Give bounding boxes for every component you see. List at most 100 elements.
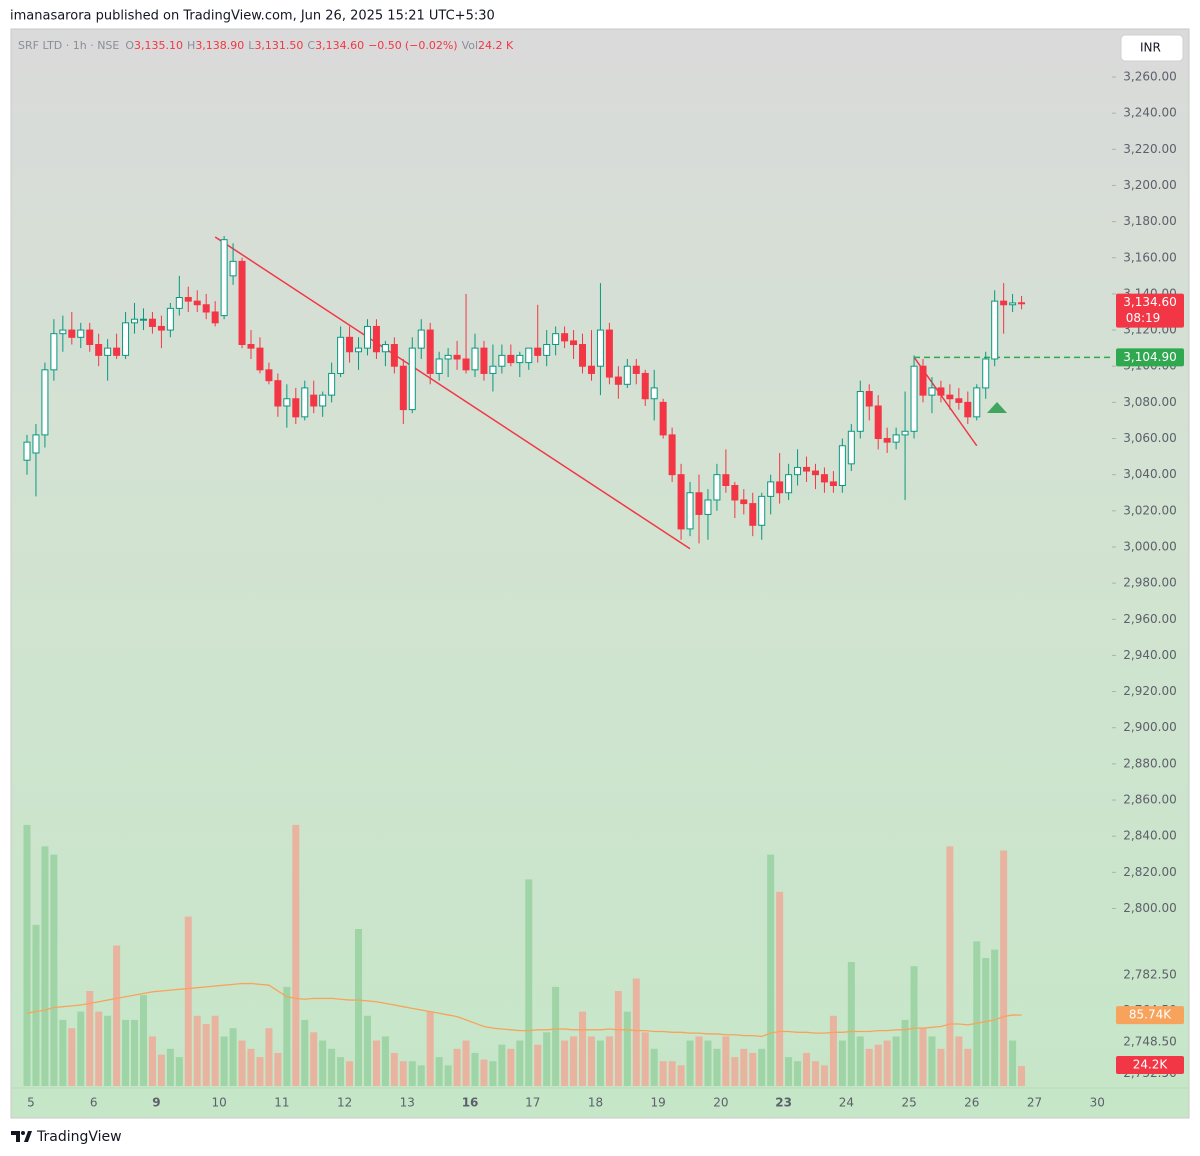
volume-bar bbox=[1009, 1040, 1017, 1086]
y2-tick-label: 2,748.50 bbox=[1123, 1034, 1176, 1048]
candle-body bbox=[346, 336, 354, 353]
candle-body bbox=[982, 358, 990, 389]
candle-body bbox=[59, 329, 67, 335]
volume-bar bbox=[122, 1019, 130, 1086]
candle-body bbox=[883, 438, 891, 443]
volume-bar bbox=[453, 1048, 461, 1086]
volume-bar bbox=[148, 1036, 156, 1086]
candle-body bbox=[543, 344, 551, 356]
y-tick-label: 3,040.00 bbox=[1123, 467, 1176, 481]
volume-bars bbox=[23, 824, 1026, 1086]
footer: TradingView bbox=[36, 1129, 122, 1145]
volume-bar bbox=[292, 824, 300, 1086]
volume-bar bbox=[23, 824, 31, 1086]
y-tick-label: 3,080.00 bbox=[1123, 395, 1176, 409]
volume-bar bbox=[776, 891, 784, 1086]
volume-bar bbox=[856, 1036, 864, 1086]
volume-bar bbox=[426, 1011, 434, 1086]
y2-tick-label: 2,782.50 bbox=[1123, 967, 1176, 981]
x-tick-label: 11 bbox=[274, 1096, 289, 1110]
volume-bar bbox=[247, 1048, 255, 1086]
candle-body bbox=[247, 344, 255, 349]
candle-body bbox=[910, 365, 918, 432]
volume-bar bbox=[184, 916, 192, 1086]
volume-bar bbox=[552, 986, 560, 1086]
candle-body bbox=[1018, 302, 1026, 305]
candle-body bbox=[596, 329, 604, 367]
candle-body bbox=[148, 318, 156, 327]
volume-bar bbox=[444, 1065, 452, 1086]
legend-key: C bbox=[307, 39, 315, 52]
volume-bar bbox=[77, 1011, 85, 1086]
volume-bar bbox=[238, 1040, 246, 1086]
candle-body bbox=[50, 333, 58, 371]
volume-bar bbox=[337, 1057, 345, 1086]
candle-body bbox=[820, 474, 828, 483]
volume-bar bbox=[892, 1036, 900, 1086]
volume-bar bbox=[623, 1011, 631, 1086]
candle-body bbox=[659, 401, 667, 436]
legend-change: −0.50 bbox=[368, 39, 402, 52]
y-tick-label: 3,200.00 bbox=[1123, 178, 1176, 192]
candle-body bbox=[229, 260, 237, 277]
candle-body bbox=[605, 329, 613, 378]
y-tick-label: 2,860.00 bbox=[1123, 793, 1176, 807]
volume-bar bbox=[471, 1052, 479, 1086]
arrow-icon bbox=[987, 402, 1007, 413]
candle-body bbox=[113, 347, 121, 356]
currency[interactable]: INR bbox=[1140, 41, 1161, 55]
candle-body bbox=[587, 365, 595, 374]
candle-body bbox=[713, 474, 721, 501]
candle-body bbox=[758, 495, 766, 526]
candle-body bbox=[901, 430, 909, 436]
candle-body bbox=[292, 398, 300, 418]
x-tick-label: 10 bbox=[212, 1096, 227, 1110]
candle-body bbox=[525, 347, 533, 364]
candle-body bbox=[23, 441, 31, 461]
y-tick-label: 3,060.00 bbox=[1123, 431, 1176, 445]
volume-bar bbox=[650, 1048, 658, 1086]
x-tick-label: 20 bbox=[713, 1096, 728, 1110]
candle-body bbox=[399, 365, 407, 411]
volume-bar bbox=[883, 1040, 891, 1086]
candle-body bbox=[390, 344, 398, 367]
candle-body bbox=[964, 401, 972, 418]
alert-price: 3,104.90 bbox=[1123, 350, 1176, 364]
volume-bar bbox=[632, 978, 640, 1086]
volume-bar bbox=[901, 1019, 909, 1086]
y-tick-label: 2,940.00 bbox=[1123, 648, 1176, 662]
volume-value-box bbox=[1116, 1056, 1184, 1075]
candle-body bbox=[220, 239, 228, 317]
currency-box[interactable] bbox=[1120, 34, 1184, 62]
y-tick-label: 2,900.00 bbox=[1123, 720, 1176, 734]
candle-body bbox=[695, 492, 703, 515]
ma-value: 85.74K bbox=[1129, 1008, 1172, 1022]
volume-bar bbox=[32, 924, 40, 1086]
volume-bar bbox=[166, 1048, 174, 1086]
candle-body bbox=[435, 358, 443, 374]
volume-bar bbox=[740, 1048, 748, 1086]
volume-bar bbox=[865, 1048, 873, 1086]
legend-volume-value: 24.2 K bbox=[478, 39, 514, 52]
y-tick-label: 2,800.00 bbox=[1123, 901, 1176, 915]
volume-bar bbox=[59, 1019, 67, 1086]
candle-body bbox=[767, 481, 775, 497]
y-tick-label: 3,020.00 bbox=[1123, 503, 1176, 517]
candle-body bbox=[955, 398, 963, 403]
volume-bar bbox=[390, 1052, 398, 1086]
volume-ma bbox=[26, 982, 1022, 1038]
x-tick-label: 26 bbox=[964, 1096, 979, 1110]
volume-bar bbox=[229, 1028, 237, 1086]
candle-body bbox=[704, 499, 712, 515]
legend-value: 3,135.10 bbox=[134, 39, 183, 52]
chart-frame bbox=[10, 28, 1190, 1119]
volume-bar bbox=[435, 1057, 443, 1086]
volume-value: 24.2K bbox=[1133, 1058, 1169, 1072]
volume-bar bbox=[131, 1019, 139, 1086]
volume-bar bbox=[919, 1028, 927, 1086]
candle-body bbox=[516, 354, 524, 364]
legend-volume-key: Vol bbox=[462, 39, 478, 52]
volume-bar bbox=[417, 1065, 425, 1086]
candle-body bbox=[632, 365, 640, 374]
